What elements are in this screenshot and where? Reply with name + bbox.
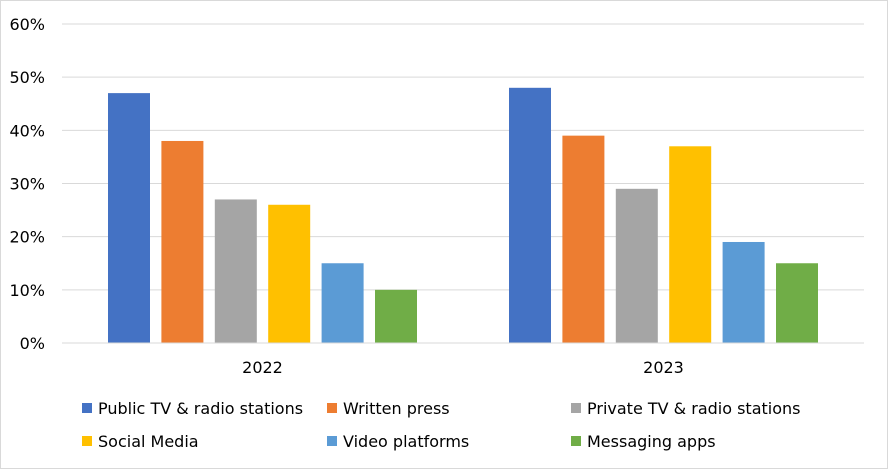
bar	[214, 199, 257, 343]
bar	[562, 135, 605, 343]
x-tick-label: 2023	[643, 358, 684, 377]
y-tick-label: 30%	[9, 175, 45, 194]
y-axis-tick-labels: 0% 10% 20% 30% 40% 50% 60%	[9, 15, 45, 353]
bar	[722, 241, 765, 343]
y-tick-label: 50%	[9, 68, 45, 87]
y-tick-label: 60%	[9, 15, 45, 34]
bar	[615, 188, 658, 343]
bar	[669, 146, 712, 343]
y-tick-label: 10%	[9, 281, 45, 300]
y-tick-label: 20%	[9, 228, 45, 247]
x-tick-label: 2022	[242, 358, 283, 377]
bar	[321, 263, 364, 343]
bar	[375, 289, 417, 343]
bar	[509, 87, 551, 343]
x-axis-category-labels: 2022 2023	[242, 358, 684, 377]
bar	[268, 204, 311, 343]
y-tick-label: 40%	[9, 121, 45, 140]
bar	[776, 263, 818, 343]
bar	[161, 140, 204, 343]
y-tick-label: 0%	[20, 334, 45, 353]
bar	[108, 93, 150, 343]
bars	[108, 87, 818, 343]
